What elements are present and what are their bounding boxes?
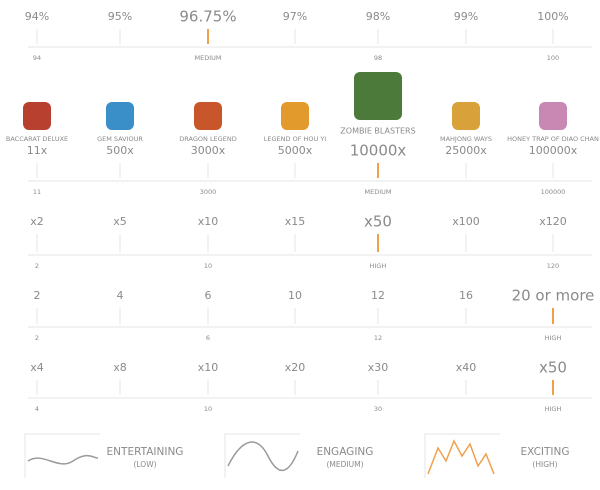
multiplier: 3000x bbox=[191, 144, 226, 157]
multiplier: 100000x bbox=[529, 144, 578, 157]
option-label: x2 bbox=[30, 215, 44, 228]
scale-label: 98 bbox=[374, 54, 382, 62]
option-label: x4 bbox=[30, 361, 44, 374]
box-corner bbox=[224, 433, 300, 478]
game-icon bbox=[194, 102, 222, 130]
scale-label: 94 bbox=[33, 54, 41, 62]
game-name: LEGEND OF HOU YI bbox=[264, 135, 327, 143]
scale-label: 10 bbox=[204, 262, 212, 270]
volatility-curve bbox=[227, 441, 299, 472]
option-label: x20 bbox=[285, 361, 306, 374]
volatility-label: ENTERTAINING bbox=[107, 446, 184, 458]
volatility-level: (HIGH) bbox=[532, 460, 557, 469]
option-label: x10 bbox=[198, 361, 219, 374]
scale-label: 3000 bbox=[200, 188, 217, 196]
option-label: x50 bbox=[539, 359, 567, 377]
option-label: 94% bbox=[25, 10, 49, 23]
option-label: 96.75% bbox=[179, 8, 236, 26]
volatility-curve bbox=[427, 439, 495, 475]
option-label: 16 bbox=[459, 289, 473, 302]
scale-label: 30 bbox=[374, 405, 382, 413]
option-label: 12 bbox=[371, 289, 385, 302]
option-label: 20 or more bbox=[512, 287, 595, 305]
volatility-level: (LOW) bbox=[133, 460, 156, 469]
option-label: x5 bbox=[113, 215, 127, 228]
game-icon bbox=[354, 72, 402, 120]
scale-label: 100 bbox=[547, 54, 559, 62]
game-name: DRAGON LEGEND bbox=[179, 135, 236, 143]
game-icon bbox=[539, 102, 567, 130]
option-label: 99% bbox=[454, 10, 478, 23]
scale-label: HIGH bbox=[545, 405, 562, 413]
box-corner bbox=[424, 433, 500, 478]
game-icon bbox=[106, 102, 134, 130]
option-label: x15 bbox=[285, 215, 306, 228]
game-icon bbox=[23, 102, 51, 130]
option-label: 6 bbox=[205, 289, 212, 302]
multiplier: 5000x bbox=[278, 144, 313, 157]
option-label: x30 bbox=[368, 361, 389, 374]
game-name: BACCARAT DELUXE bbox=[6, 135, 68, 143]
scale-label: 11 bbox=[33, 188, 41, 196]
scale-label: 10 bbox=[204, 405, 212, 413]
option-label: 95% bbox=[108, 10, 132, 23]
game-name: HONEY TRAP OF DIAO CHAN bbox=[507, 135, 599, 143]
scale-label: 100000 bbox=[541, 188, 566, 196]
game-name: GEM SAVIOUR bbox=[97, 135, 143, 143]
multiplier: 11x bbox=[27, 144, 48, 157]
volatility-label: EXCITING bbox=[521, 446, 570, 458]
option-label: 98% bbox=[366, 10, 390, 23]
option-label: x8 bbox=[113, 361, 127, 374]
option-label: 2 bbox=[34, 289, 41, 302]
option-label: x120 bbox=[539, 215, 567, 228]
option-label: x100 bbox=[452, 215, 480, 228]
option-label: 4 bbox=[117, 289, 124, 302]
scale-label: MEDIUM bbox=[364, 188, 391, 196]
option-label: 100% bbox=[537, 10, 568, 23]
scale-label: MEDIUM bbox=[194, 54, 221, 62]
scale-label: 6 bbox=[206, 334, 210, 342]
volatility-curve bbox=[27, 454, 99, 465]
box-corner bbox=[24, 433, 100, 478]
option-label: x10 bbox=[198, 215, 219, 228]
option-label: 97% bbox=[283, 10, 307, 23]
game-name: ZOMBIE BLASTERS bbox=[340, 127, 415, 136]
game-icon bbox=[452, 102, 480, 130]
scale-label: 2 bbox=[35, 334, 39, 342]
game-name: MAHJONG WAYS bbox=[440, 135, 492, 143]
scale-label: 4 bbox=[35, 405, 39, 413]
volatility-label: ENGAGING bbox=[317, 446, 374, 458]
scale-label: HIGH bbox=[370, 262, 387, 270]
option-label: x50 bbox=[364, 213, 392, 231]
multiplier: 500x bbox=[106, 144, 134, 157]
option-label: x40 bbox=[456, 361, 477, 374]
volatility-level: (MEDIUM) bbox=[326, 460, 363, 469]
option-label: 10 bbox=[288, 289, 302, 302]
scale-label: 2 bbox=[35, 262, 39, 270]
multiplier: 10000x bbox=[350, 142, 407, 160]
game-icon bbox=[281, 102, 309, 130]
multiplier: 25000x bbox=[445, 144, 487, 157]
scale-label: 12 bbox=[374, 334, 382, 342]
scale-label: HIGH bbox=[545, 334, 562, 342]
scale-label: 120 bbox=[547, 262, 559, 270]
